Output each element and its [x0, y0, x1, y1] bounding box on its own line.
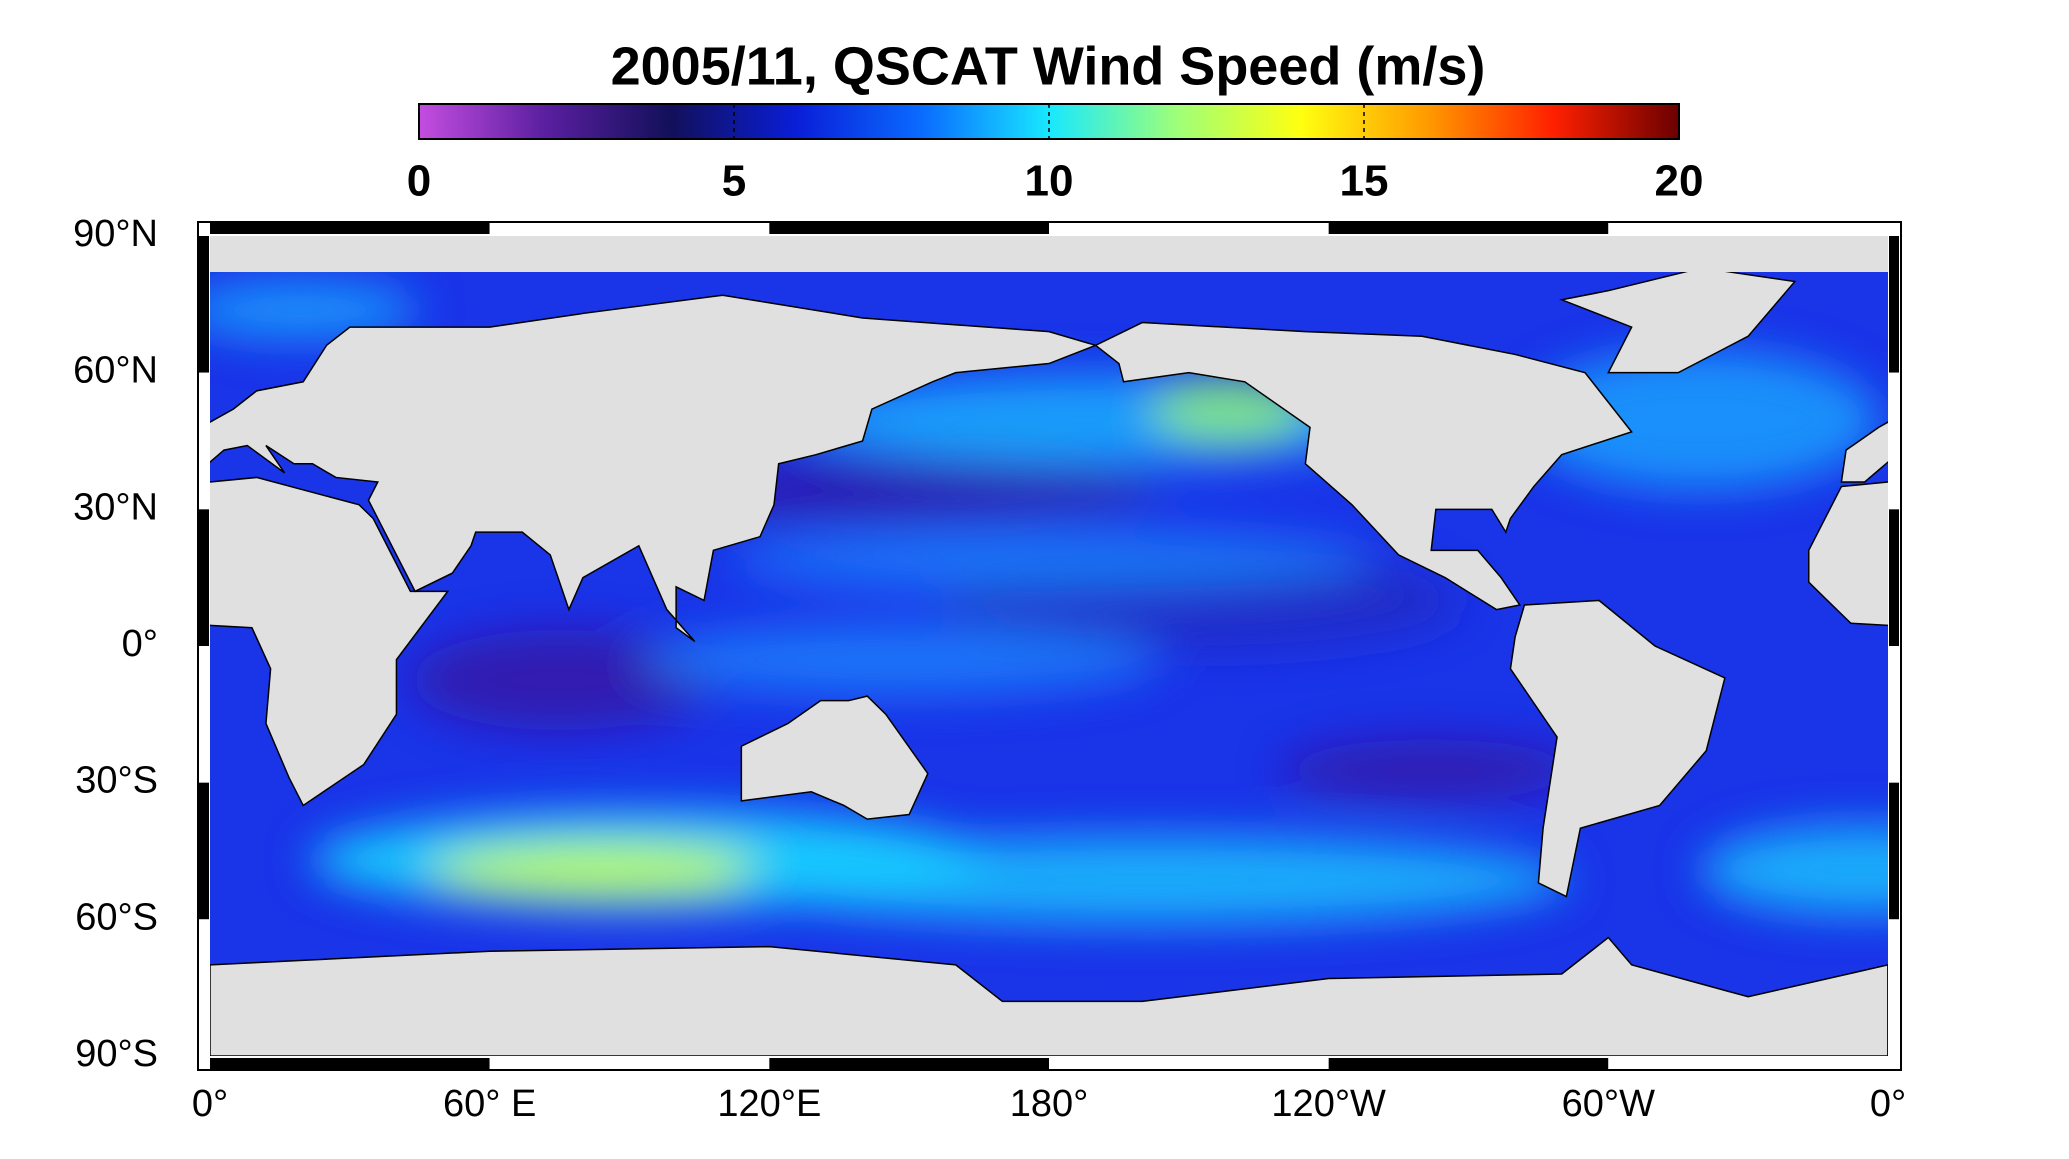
border-stripe: [1608, 223, 1888, 234]
polar-no-data: [210, 236, 1888, 272]
border-stripe: [199, 236, 209, 373]
border-stripe: [489, 1058, 770, 1069]
lat-label: 30°S: [75, 760, 158, 802]
lon-label: 0°: [1870, 1083, 1906, 1125]
border-stripe: [210, 223, 490, 234]
colorbar-tick-label: 10: [1025, 157, 1074, 206]
border-stripe: [1608, 1058, 1888, 1069]
lat-label: 0°: [122, 623, 158, 665]
border-stripe: [210, 1058, 490, 1069]
landmass: [1094, 321, 1633, 611]
map-body: [210, 236, 1888, 1056]
wind-field: [210, 280, 1888, 925]
border-stripe: [199, 919, 209, 1056]
colorbar-ticks: 0 5 10 15 20: [407, 104, 1704, 206]
border-stripe: [1049, 1058, 1329, 1069]
lon-label: 0°: [192, 1083, 228, 1125]
landmass: [740, 695, 929, 820]
border-stripe: [769, 223, 1049, 234]
lat-label: 90°N: [73, 213, 158, 255]
border-stripe: [199, 646, 209, 783]
chart-title: 2005/11, QSCAT Wind Speed (m/s): [611, 36, 1486, 96]
lon-label: 120°E: [717, 1083, 821, 1125]
landmass: [1840, 421, 1888, 483]
land: [210, 267, 1888, 1056]
border-stripe: [1889, 919, 1899, 1056]
colorbar-tick-label: 15: [1340, 157, 1389, 206]
border-stripe: [769, 1058, 1049, 1069]
landmass: [1887, 964, 1888, 1056]
lon-labels: 0° 60° E 120°E 180° 120°W 60°W 0°: [192, 1083, 1906, 1125]
lat-label: 60°N: [73, 350, 158, 392]
landmass: [1808, 481, 1888, 627]
border-stripe: [199, 782, 209, 920]
border-stripe: [199, 372, 209, 510]
lat-label: 30°N: [73, 486, 158, 528]
colorbar-tick-label: 0: [407, 157, 431, 206]
lon-label: 60°W: [1562, 1083, 1655, 1125]
border-stripe: [1889, 782, 1899, 920]
border-stripe: [1049, 223, 1329, 234]
colorbar-tick-label: 5: [722, 157, 746, 206]
border-stripe: [1889, 646, 1899, 783]
border-stripe: [1889, 236, 1899, 373]
border-stripe: [1328, 1058, 1609, 1069]
landmass: [1509, 599, 1726, 898]
border-stripe: [1889, 372, 1899, 510]
colorbar-tick-label: 20: [1655, 157, 1704, 206]
frame-border: [199, 223, 1899, 1069]
lon-label: 60° E: [443, 1083, 536, 1125]
border-stripe: [199, 509, 209, 646]
lat-label: 60°S: [75, 896, 158, 938]
lat-label: 90°S: [75, 1033, 158, 1075]
border-stripe: [1889, 509, 1899, 646]
lon-label: 120°W: [1271, 1083, 1386, 1125]
landmass: [210, 294, 1098, 643]
lat-labels: 90°N 60°N 30°N 0° 30°S 60°S 90°S: [73, 213, 158, 1075]
border-stripe: [1328, 223, 1609, 234]
landmass: [210, 476, 450, 807]
border-stripe: [489, 223, 770, 234]
landmass: [210, 936, 1888, 1056]
lon-label: 180°: [1010, 1083, 1089, 1125]
